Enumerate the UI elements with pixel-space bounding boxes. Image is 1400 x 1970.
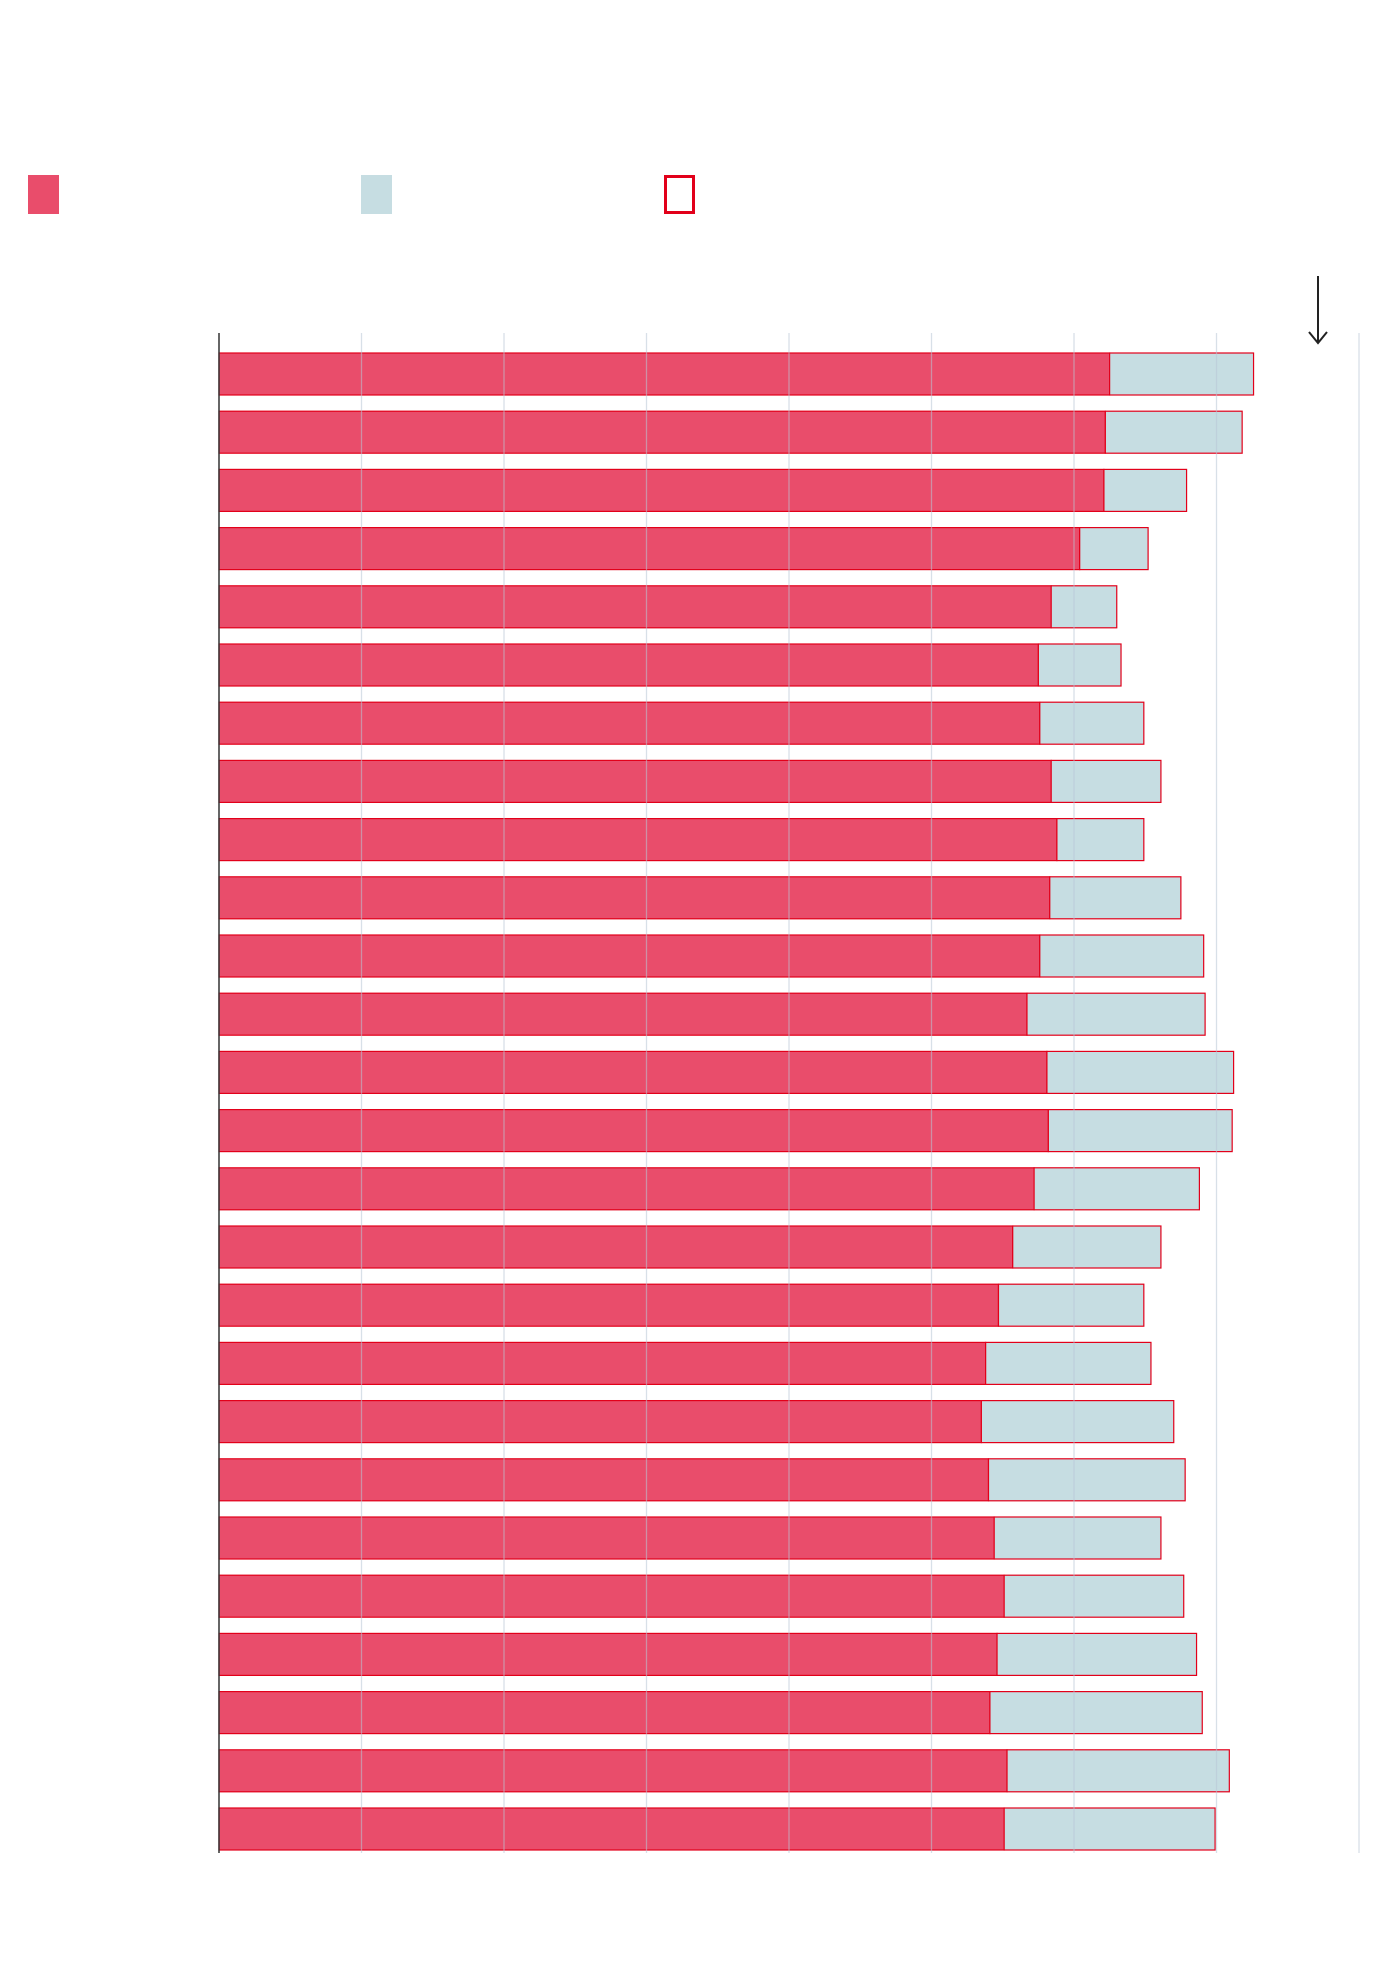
bar-group-15 <box>218 1167 1200 1211</box>
bar-group-23 <box>218 1632 1198 1677</box>
bar-14-series-2 <box>1047 1108 1233 1153</box>
bar-22-series-1 <box>218 1574 1005 1618</box>
bar-17-series-1 <box>218 1283 1000 1327</box>
bar-group-5 <box>218 585 1118 629</box>
bar-group-2 <box>218 410 1243 454</box>
bar-group-13 <box>218 1050 1235 1095</box>
bar-16-series-2 <box>1012 1225 1162 1269</box>
bar-20-series-2 <box>987 1458 1186 1502</box>
legend-swatch-primary <box>28 175 59 214</box>
bar-20-series-1 <box>218 1458 990 1502</box>
bar-10-series-2 <box>1049 876 1182 920</box>
legend <box>0 0 1400 230</box>
bar-24-series-1 <box>218 1690 991 1735</box>
bar-14-series-1 <box>218 1108 1049 1153</box>
bar-18-series-1 <box>218 1341 987 1386</box>
bar-12-series-1 <box>218 992 1028 1036</box>
bar-15-series-1 <box>218 1167 1035 1211</box>
bar-group-14 <box>218 1108 1233 1153</box>
bar-group-1 <box>218 352 1255 396</box>
bar-group-8 <box>218 759 1162 804</box>
bar-group-16 <box>218 1225 1162 1269</box>
bar-4-series-2 <box>1079 526 1149 571</box>
bar-24-series-2 <box>989 1690 1203 1735</box>
bar-group-3 <box>218 468 1188 512</box>
bar-group-12 <box>218 992 1206 1036</box>
bar-16-series-1 <box>218 1225 1014 1269</box>
bar-13-series-1 <box>218 1050 1048 1095</box>
bar-group-22 <box>218 1574 1185 1618</box>
bar-26-series-2 <box>1003 1807 1216 1851</box>
bar-19-series-1 <box>218 1399 982 1444</box>
bar-7-series-2 <box>1039 701 1145 745</box>
bar-group-11 <box>218 934 1205 978</box>
bar-23-series-1 <box>218 1632 998 1677</box>
bar-group-21 <box>218 1516 1162 1560</box>
legend-swatch-secondary <box>361 175 392 214</box>
bar-5-series-2 <box>1050 585 1118 629</box>
bar-19-series-2 <box>980 1399 1175 1444</box>
bar-1-series-1 <box>218 352 1111 396</box>
bar-group-18 <box>218 1341 1152 1386</box>
bar-5-series-1 <box>218 585 1052 629</box>
bar-1-series-2 <box>1109 352 1255 396</box>
bar-10-series-1 <box>218 876 1051 920</box>
bar-group-24 <box>218 1690 1203 1735</box>
arrow-down-icon <box>1308 276 1328 345</box>
bar-group-20 <box>218 1458 1186 1502</box>
bar-7-series-1 <box>218 701 1041 745</box>
bar-6-series-1 <box>218 643 1039 687</box>
bar-group-19 <box>218 1399 1175 1444</box>
bar-3-series-2 <box>1103 468 1188 512</box>
bar-21-series-1 <box>218 1516 995 1560</box>
bar-2-series-1 <box>218 410 1106 454</box>
bar-11-series-1 <box>218 934 1041 978</box>
bar-group-17 <box>218 1283 1145 1327</box>
bar-6-series-2 <box>1037 643 1122 687</box>
bar-9-series-2 <box>1056 817 1145 862</box>
bar-15-series-2 <box>1033 1167 1200 1211</box>
bar-8-series-2 <box>1050 759 1162 804</box>
bar-25-series-2 <box>1006 1749 1230 1793</box>
bar-22-series-2 <box>1003 1574 1185 1618</box>
bar-2-series-2 <box>1104 410 1243 454</box>
bar-group-26 <box>218 1807 1216 1851</box>
bar-group-9 <box>218 817 1145 862</box>
bars <box>218 352 1255 1851</box>
bar-17-series-2 <box>997 1283 1145 1327</box>
bar-26-series-1 <box>218 1807 1005 1851</box>
bar-11-series-2 <box>1039 934 1205 978</box>
bar-group-25 <box>218 1749 1230 1793</box>
legend-swatch-outline <box>664 175 695 214</box>
bar-3-series-1 <box>218 468 1105 512</box>
bar-25-series-1 <box>218 1749 1008 1793</box>
bar-group-4 <box>218 526 1149 571</box>
bar-13-series-2 <box>1046 1050 1235 1095</box>
bar-group-6 <box>218 643 1122 687</box>
bar-18-series-2 <box>985 1341 1152 1386</box>
bar-12-series-2 <box>1026 992 1206 1036</box>
bar-4-series-1 <box>218 526 1081 571</box>
gridlines <box>360 333 1360 1853</box>
bar-8-series-1 <box>218 759 1052 804</box>
bar-group-10 <box>218 876 1182 920</box>
bar-group-7 <box>218 701 1145 745</box>
bar-23-series-2 <box>996 1632 1198 1677</box>
bar-21-series-2 <box>993 1516 1162 1560</box>
